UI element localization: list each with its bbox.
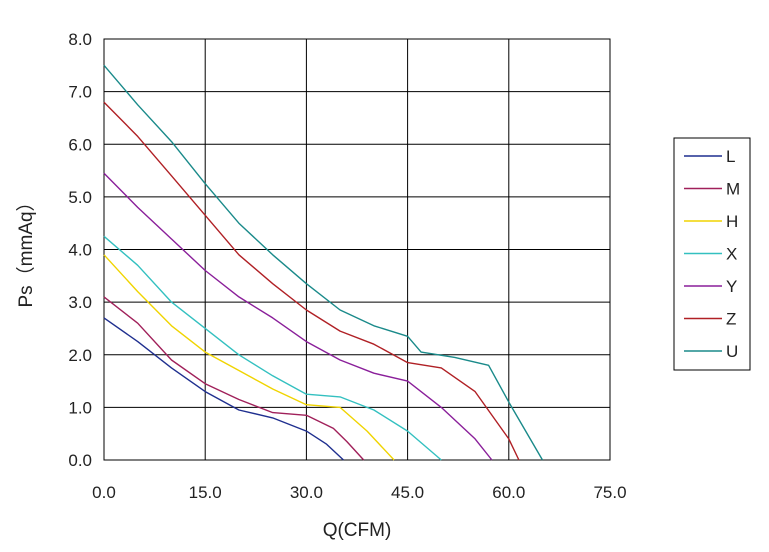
x-axis-title: Q(CFM) xyxy=(323,520,392,541)
y-tick-label: 4.0 xyxy=(68,241,92,260)
y-tick-label: 6.0 xyxy=(68,135,92,154)
y-tick-label: 1.0 xyxy=(68,398,92,417)
y-tick-label: 0.0 xyxy=(68,451,92,470)
series-line-l xyxy=(103,317,344,461)
legend-label: M xyxy=(726,180,740,199)
legend-label: X xyxy=(726,245,737,264)
series-line-y xyxy=(103,172,493,461)
x-tick-label: 30.0 xyxy=(290,483,323,502)
legend-label: H xyxy=(726,212,738,231)
x-tick-label: 0.0 xyxy=(92,483,116,502)
x-tick-label: 75.0 xyxy=(593,483,626,502)
legend-label: Y xyxy=(726,277,737,296)
series-line-h xyxy=(103,254,395,461)
series-line-u xyxy=(103,64,544,461)
y-axis-title: Ps（mmAq） xyxy=(15,192,37,307)
series-line-x xyxy=(103,235,442,461)
series-line-m xyxy=(103,296,365,461)
legend-label: Z xyxy=(726,310,736,329)
series-line-z xyxy=(103,101,520,461)
y-tick-label: 7.0 xyxy=(68,83,92,102)
y-tick-label: 3.0 xyxy=(68,293,92,312)
plot-frame xyxy=(103,38,611,461)
x-tick-label: 15.0 xyxy=(189,483,222,502)
grid xyxy=(103,38,611,461)
tick-labels: 0.0 1.0 2.0 3.0 4.0 5.0 6.0 7.0 8.0 0.0 15.0 30.0 45… xyxy=(68,30,626,502)
x-tick-label: 60.0 xyxy=(492,483,525,502)
x-tick-label: 45.0 xyxy=(391,483,424,502)
legend-label: L xyxy=(726,147,735,166)
legend-label: U xyxy=(726,342,738,361)
y-tick-label: 2.0 xyxy=(68,346,92,365)
series-lines xyxy=(103,64,544,461)
y-tick-label: 5.0 xyxy=(68,188,92,207)
y-tick-label: 8.0 xyxy=(68,30,92,49)
